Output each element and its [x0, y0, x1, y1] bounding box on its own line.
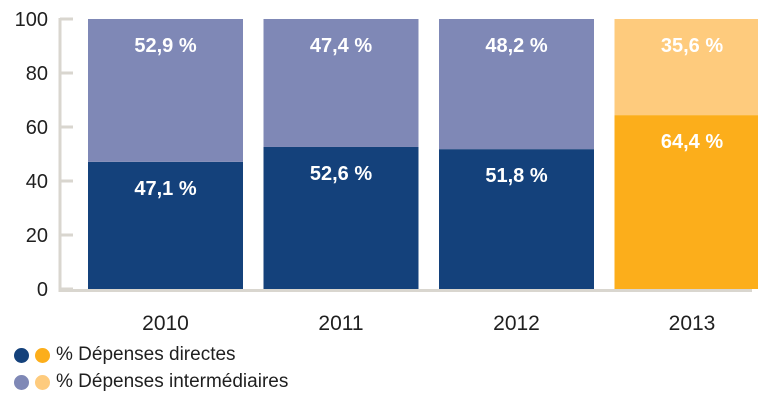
data-label-intermediate-2010: 52,9 % [134, 35, 196, 57]
data-label-direct-2011: 52,6 % [310, 163, 372, 185]
legend-label-direct: % Dépenses directes [56, 344, 236, 365]
data-label-direct-2010: 47,1 % [134, 178, 196, 200]
data-label-intermediate-2011: 47,4 % [310, 35, 372, 57]
bar-direct-2012 [439, 149, 594, 289]
y-tick-label: 0 [37, 279, 48, 301]
legend-dot-intermediate-blue [14, 374, 29, 390]
legend-item-intermediate: % Dépenses intermédiaires [14, 371, 288, 393]
bar-direct-2011 [263, 146, 419, 289]
x-tick-label: 2012 [493, 312, 540, 335]
legend-dot-direct-blue [14, 347, 29, 363]
data-label-direct-2012: 51,8 % [485, 165, 547, 187]
bar-direct-2013 [614, 115, 758, 290]
y-tick-label: 40 [26, 171, 48, 193]
bar-intermediate-2012 [439, 19, 594, 150]
legend-dot-intermediate-orange [35, 374, 50, 390]
y-tick-label: 100 [15, 9, 48, 31]
y-tick-label: 20 [26, 225, 48, 247]
bar-intermediate-2010 [88, 19, 243, 162]
bar-intermediate-2013 [614, 19, 758, 116]
bar-direct-2010 [88, 161, 243, 289]
legend-label-intermediate: % Dépenses intermédiaires [56, 371, 289, 392]
y-tick-label: 80 [26, 63, 48, 85]
legend-dot-direct-orange [35, 347, 50, 363]
x-tick-label: 2013 [669, 312, 716, 335]
data-label-intermediate-2013: 35,6 % [661, 35, 723, 57]
data-label-intermediate-2012: 48,2 % [485, 35, 547, 57]
x-tick-label: 2011 [318, 312, 363, 335]
bar-intermediate-2011 [263, 19, 419, 147]
x-tick-label: 2010 [142, 312, 189, 335]
data-label-direct-2013: 64,4 % [661, 131, 723, 153]
legend-item-direct: % Dépenses directes [14, 344, 236, 366]
y-tick-label: 60 [26, 117, 48, 139]
